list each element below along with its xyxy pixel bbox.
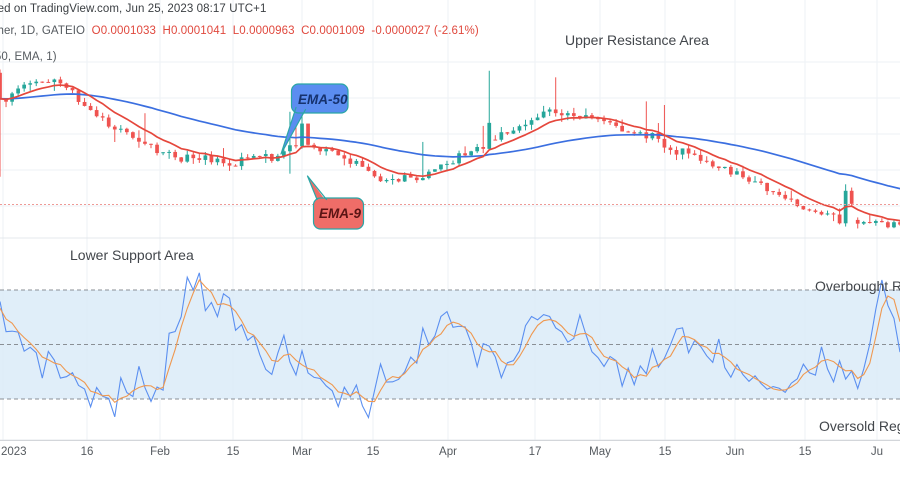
svg-text:EMA-9: EMA-9 <box>319 206 361 221</box>
svg-text:EMA-50: EMA-50 <box>298 92 348 107</box>
